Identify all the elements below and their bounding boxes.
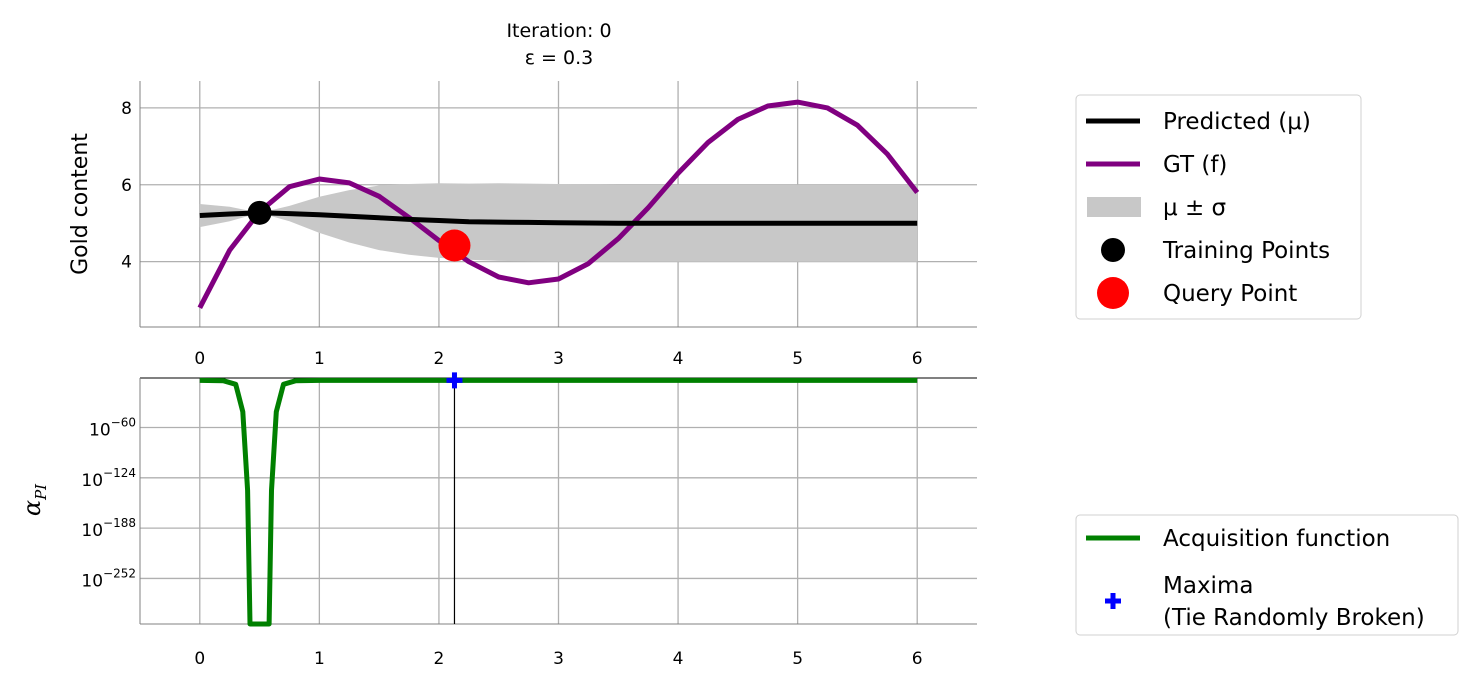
bottom-x-tick-label: 5: [792, 649, 803, 669]
legend-label: Query Point: [1163, 281, 1297, 307]
top-y-axis-label: Gold content: [68, 133, 93, 275]
bottom-y-tick-label: 10−252: [81, 566, 136, 591]
gt-line: [197, 99, 920, 309]
legend-label-line2: (Tie Randomly Broken): [1163, 605, 1425, 631]
bottom-x-tick-label: 0: [194, 649, 205, 669]
top-x-tick-label: 0: [194, 349, 205, 369]
legend-swatch-plus: [1105, 593, 1121, 609]
top-y-tick-label: 6: [121, 176, 132, 196]
bottom-y-tick-label: 10−124: [81, 466, 136, 491]
bottom-y-tick-label: 10−188: [81, 516, 136, 541]
bottom-y-axis-label: αPI: [18, 483, 50, 516]
legend-label: Predicted (μ): [1163, 109, 1311, 135]
bottom-y-tick-label: 10−60: [89, 416, 136, 441]
legend-swatch-dot: [1101, 238, 1125, 262]
top-x-tick-label: 3: [553, 349, 564, 369]
top-x-tick-label: 1: [314, 349, 325, 369]
legend-label: GT (f): [1163, 152, 1227, 178]
legend-swatch-patch: [1087, 197, 1141, 217]
top-x-tick-label: 6: [912, 349, 923, 369]
top-x-tick-label: 2: [434, 349, 445, 369]
legend-label: Acquisition function: [1163, 526, 1390, 552]
bottom-plot: 0 1 2 3 4 5 6 10−60 10−124 10−188 10−252: [81, 372, 977, 669]
bottom-x-tick-label: 1: [314, 649, 325, 669]
predicted-line: [199, 210, 918, 226]
legend-label: μ ± σ: [1163, 195, 1226, 221]
legend-label: Maxima: [1163, 573, 1253, 599]
chart-subtitle: ε = 0.3: [525, 47, 594, 69]
svg-text:αPI: αPI: [18, 483, 50, 516]
chart-title: Iteration: 0: [506, 20, 611, 42]
top-x-tick-label: 4: [673, 349, 684, 369]
legend-bottom: Acquisition function Maxima (Tie Randomly …: [1075, 514, 1459, 636]
acquisition-line: [199, 377, 918, 627]
legend-swatch-bigdot: [1097, 277, 1129, 309]
maxima-marker: [446, 372, 463, 389]
bottom-x-tick-label: 6: [912, 649, 923, 669]
bottom-x-tick-label: 2: [434, 649, 445, 669]
bottom-x-tick-label: 4: [673, 649, 684, 669]
legend-bottom-frame: [1075, 514, 1459, 636]
top-y-tick-label: 8: [121, 99, 132, 119]
top-x-tick-label: 5: [792, 349, 803, 369]
top-plot: 0 1 2 3 4 5 6 4 6 8: [121, 81, 977, 369]
query-point: [438, 229, 471, 262]
top-y-tick-label: 4: [121, 253, 132, 273]
legend-top: Predicted (μ) GT (f) μ ± σ Training Points Q…: [1075, 94, 1362, 320]
legend-label: Training Points: [1162, 238, 1330, 264]
bottom-x-tick-label: 3: [553, 649, 564, 669]
training-point: [247, 200, 272, 225]
legend-top-frame: [1075, 94, 1362, 320]
